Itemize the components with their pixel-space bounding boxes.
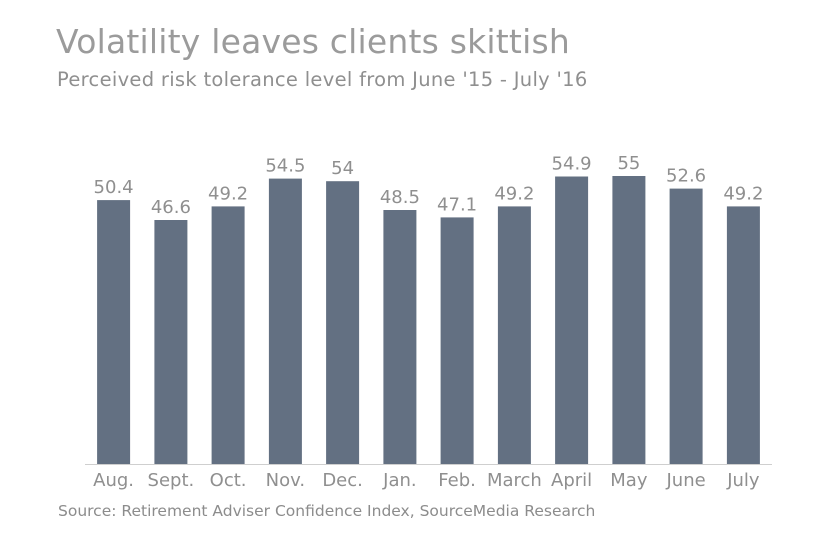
- value-label: 54.9: [552, 154, 592, 175]
- x-tick-label: March: [487, 470, 542, 491]
- x-tick-label: May: [610, 470, 648, 491]
- bar-march: [497, 206, 531, 464]
- chart-source: Source: Retirement Adviser Confidence In…: [58, 502, 596, 520]
- value-label: 48.5: [380, 187, 420, 208]
- x-tick-label: Sept.: [148, 470, 195, 491]
- bar-may: [612, 176, 646, 464]
- bar-dec: [326, 181, 360, 464]
- bar-nov: [268, 178, 302, 464]
- chart-subtitle: Perceived risk tolerance level from June…: [57, 68, 588, 91]
- value-label: 54: [331, 158, 354, 179]
- value-label: 55: [617, 153, 640, 174]
- bar-july: [726, 206, 760, 464]
- x-tick-label: Dec.: [322, 470, 363, 491]
- x-tick-label: Aug.: [93, 470, 134, 491]
- x-tick-label: Jan.: [382, 470, 416, 491]
- value-label: 50.4: [94, 177, 134, 198]
- x-tick-label: Nov.: [266, 470, 305, 491]
- value-label: 46.6: [151, 197, 191, 218]
- value-label: 54.5: [265, 156, 305, 177]
- x-tick-label: July: [726, 470, 760, 491]
- value-label: 47.1: [437, 194, 477, 215]
- bar-april: [555, 176, 589, 464]
- x-tick-label: April: [551, 470, 592, 491]
- chart-title: Volatility leaves clients skittish: [56, 22, 570, 61]
- bar-feb: [440, 217, 474, 464]
- bar-jan: [383, 210, 417, 464]
- bar-oct: [211, 206, 245, 464]
- bar-aug: [97, 200, 131, 464]
- bar-june: [669, 188, 703, 464]
- value-label: 49.2: [494, 183, 534, 204]
- value-label: 52.6: [666, 166, 706, 187]
- x-tick-label: Feb.: [438, 470, 476, 491]
- x-tick-label: June: [665, 470, 705, 491]
- value-label: 49.2: [723, 183, 763, 204]
- bar-sept: [154, 220, 188, 464]
- value-label: 49.2: [208, 183, 248, 204]
- x-tick-label: Oct.: [210, 470, 247, 491]
